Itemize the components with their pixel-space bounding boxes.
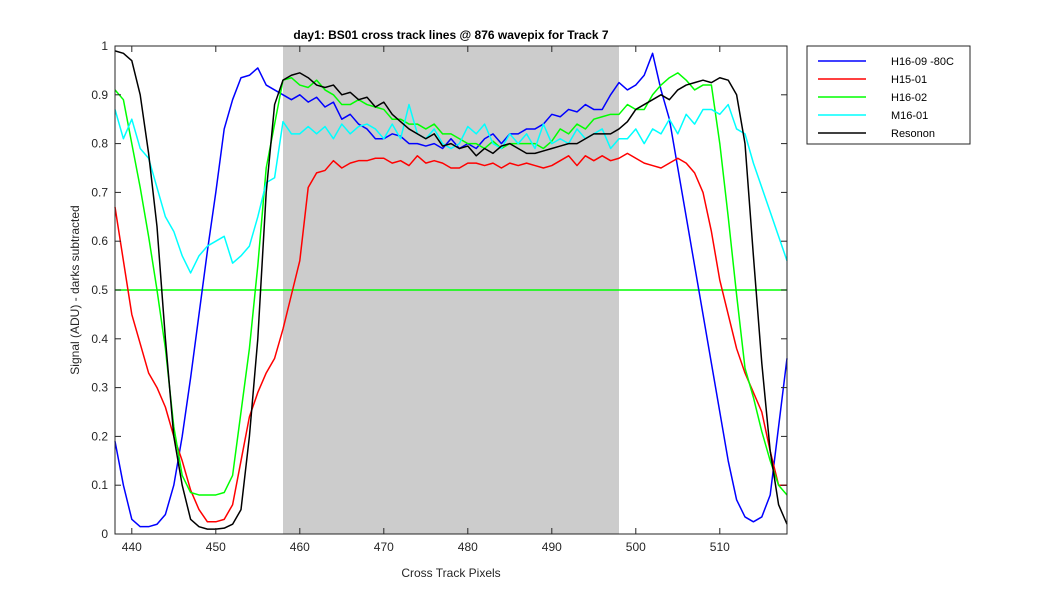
x-axis-ticks: 440 450 460 470 480 490 500 510: [122, 46, 730, 554]
y-tick-label: 0.1: [91, 478, 108, 492]
series-line-h16-09-80c: [114, 52, 788, 528]
legend-box: [806, 45, 971, 145]
chart-title: day1: BS01 cross track lines @ 876 wavep…: [293, 28, 609, 42]
legend-entry: Resonon: [891, 128, 935, 140]
series-lines: [114, 50, 788, 530]
series-line-m16-01: [114, 103, 788, 274]
y-tick-label: 0.7: [91, 185, 108, 199]
legend-entry: M16-01: [891, 110, 928, 122]
legend: H16-09 -80C H15-01 H16-02 M16-01 Resonon: [806, 45, 971, 145]
y-axis-label: Signal (ADU) - darks subtracted: [68, 205, 82, 374]
y-tick-label: 0.3: [91, 381, 108, 395]
series-line-h15-01: [114, 152, 787, 523]
y-tick-label: 0.4: [91, 332, 108, 346]
legend-entry: H15-01: [891, 74, 927, 86]
y-tick-label: 0.5: [91, 283, 108, 297]
x-tick-label: 470: [374, 540, 394, 554]
x-tick-label: 500: [626, 540, 646, 554]
x-tick-label: 460: [290, 540, 310, 554]
legend-entry: H16-09 -80C: [891, 56, 954, 68]
y-tick-label: 1: [101, 39, 108, 53]
y-tick-label: 0.6: [91, 234, 108, 248]
y-axis-ticks: 0 0.1 0.2 0.3 0.4 0.5 0.6 0.7 0.8 0.9 1: [91, 39, 787, 541]
x-tick-label: 480: [458, 540, 478, 554]
y-tick-label: 0: [101, 527, 108, 541]
series-line-h16-02: [114, 72, 788, 496]
x-tick-label: 510: [710, 540, 730, 554]
x-tick-label: 450: [206, 540, 226, 554]
series-line-resonon: [114, 50, 788, 530]
x-tick-label: 440: [122, 540, 142, 554]
y-tick-label: 0.8: [91, 137, 108, 151]
y-tick-label: 0.2: [91, 429, 108, 443]
x-tick-label: 490: [542, 540, 562, 554]
x-axis-label: Cross Track Pixels: [401, 566, 500, 580]
legend-entry: H16-02: [891, 92, 927, 104]
y-tick-label: 0.9: [91, 88, 108, 102]
